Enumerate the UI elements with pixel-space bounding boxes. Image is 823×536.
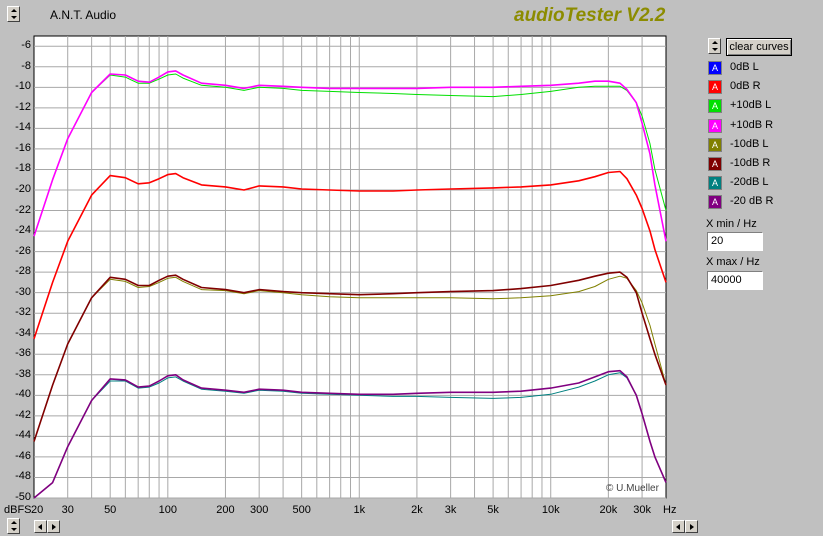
curve-spinner[interactable] xyxy=(708,38,721,54)
x-tick-label: 1k xyxy=(353,504,366,516)
x-tick-label: 300 xyxy=(249,504,269,516)
curves xyxy=(33,70,667,499)
y-tick-label: -12 xyxy=(15,100,31,113)
legend-swatch-icon[interactable]: A xyxy=(708,176,722,191)
copyright-label: © U.Mueller xyxy=(606,483,659,494)
x-tick-label: 200 xyxy=(216,504,235,516)
brand-title: audioTester V2.2 xyxy=(514,5,666,26)
x-tick-label: 3k xyxy=(444,504,457,516)
legend-label: 0dB L xyxy=(730,61,759,73)
y-tick-label: -18 xyxy=(15,162,31,175)
scroll-left-button[interactable] xyxy=(34,520,47,533)
legend-swatch-icon[interactable]: A xyxy=(708,157,722,171)
x-tick-label: 10k xyxy=(541,504,560,516)
y-axis-unit: dBFS xyxy=(4,504,32,516)
legend-label: +10dB L xyxy=(730,99,772,112)
series-line-7 xyxy=(33,372,667,499)
legend-swatch-icon[interactable]: A xyxy=(708,61,722,75)
y-tick-label: -30 xyxy=(15,285,31,298)
legend-swatch-icon[interactable]: A xyxy=(708,137,722,152)
plot-area xyxy=(33,35,667,499)
x-tick-label: 30k xyxy=(633,504,651,516)
series-line-4 xyxy=(33,70,667,242)
y-tick-label: -20 xyxy=(15,183,31,195)
x-max-label: X max / Hz xyxy=(706,256,760,268)
y-tick-label: -14 xyxy=(15,121,31,134)
scroll-right-button-2[interactable] xyxy=(685,520,698,533)
y-tick-label: -34 xyxy=(15,326,31,339)
x-tick-label: 5k xyxy=(487,504,499,516)
legend-label: +10dB R xyxy=(730,118,774,131)
y-tick-label: -38 xyxy=(15,367,31,380)
y-tick-label: -22 xyxy=(15,203,31,216)
legend-swatch-icon[interactable]: A xyxy=(708,80,722,95)
y-tick-label: -10 xyxy=(15,80,31,93)
series-line-6 xyxy=(33,271,667,442)
legend-label: -10dB L xyxy=(730,137,769,150)
series-line-8 xyxy=(33,369,667,499)
x-axis-unit: Hz xyxy=(663,504,677,516)
legend-label: -10dB R xyxy=(730,157,771,169)
x-axis-min-label: 20 xyxy=(31,504,44,516)
legend-swatch-icon[interactable]: A xyxy=(708,195,722,210)
x-tick-label: 50 xyxy=(104,504,117,516)
series-line-2 xyxy=(33,170,667,340)
x-max-input[interactable]: 40000 xyxy=(707,271,763,290)
x-tick-label: 2k xyxy=(411,504,423,516)
legend-label: 0dB R xyxy=(730,80,761,93)
y-tick-label: -8 xyxy=(21,59,31,72)
y-tick-label: -28 xyxy=(15,265,31,278)
y-tick-label: -46 xyxy=(15,449,31,462)
clear-curves-button[interactable]: clear curves xyxy=(726,38,792,56)
y-tick-label: -40 xyxy=(15,388,31,401)
y-scale-spinner[interactable] xyxy=(7,6,20,22)
x-tick-label: 100 xyxy=(158,504,177,516)
series-line-3 xyxy=(33,73,667,237)
y-tick-label: -26 xyxy=(15,244,31,257)
x-min-label: X min / Hz xyxy=(706,218,757,230)
legend-swatch-icon[interactable]: A xyxy=(708,99,722,114)
scroll-left-button-2[interactable] xyxy=(672,520,685,533)
y-tick-label: -16 xyxy=(15,141,31,154)
y-tick-label: -24 xyxy=(15,224,31,237)
y-tick-label: -48 xyxy=(15,470,31,483)
x-tick-label: 30 xyxy=(61,504,74,516)
legend-swatch-icon[interactable]: A xyxy=(708,118,722,133)
scroll-right-button[interactable] xyxy=(47,520,60,533)
legend-label: -20dB L xyxy=(730,176,769,189)
series-line-5 xyxy=(33,275,667,442)
x-min-input[interactable]: 20 xyxy=(707,232,763,251)
x-tick-label: 500 xyxy=(292,504,311,516)
x-scale-spinner[interactable] xyxy=(7,518,20,534)
x-tick-label: 20k xyxy=(599,504,618,516)
legend-label: -20 dB R xyxy=(730,195,774,208)
y-tick-label: -6 xyxy=(21,39,31,52)
y-tick-label: -42 xyxy=(15,408,31,421)
y-tick-label: -32 xyxy=(15,306,31,319)
window-title: A.N.T. Audio xyxy=(50,8,117,22)
y-tick-label: -36 xyxy=(15,347,31,360)
y-tick-label: -44 xyxy=(15,429,31,442)
y-tick-label: -50 xyxy=(15,491,31,503)
